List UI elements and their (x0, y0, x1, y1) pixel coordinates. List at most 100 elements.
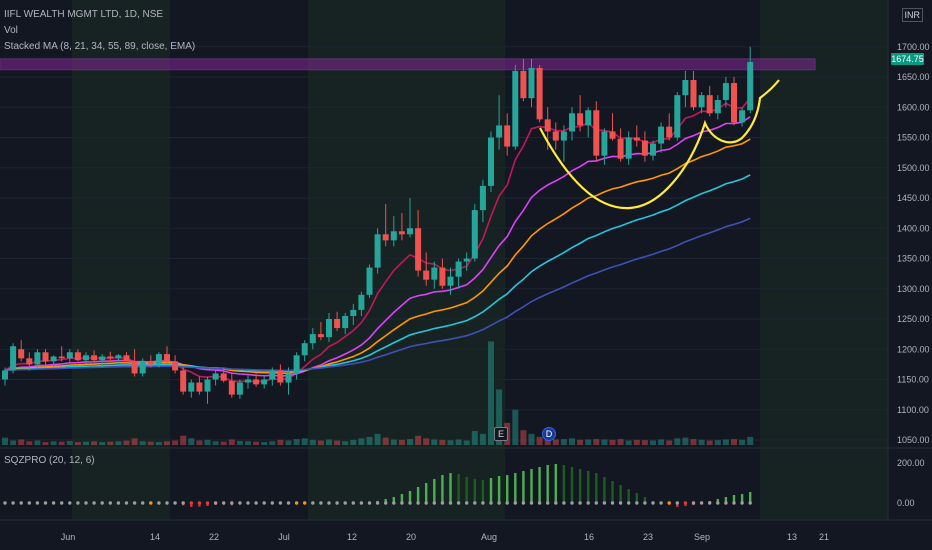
candle-body (301, 343, 308, 356)
resistance-zone (0, 58, 816, 71)
chart-background (72, 0, 888, 520)
symbol-legend[interactable]: IIFL WEALTH MGMT LTD, 1D, NSE (4, 9, 163, 20)
candle-body (512, 70, 519, 147)
volume-bar (431, 439, 438, 445)
momentum-bar (384, 499, 387, 503)
candlesticks[interactable] (2, 46, 754, 404)
candle-body (309, 334, 316, 344)
candle-body (139, 361, 146, 374)
squeeze-dot (740, 501, 744, 505)
ma-legend[interactable]: Stacked MA (8, 21, 34, 55, 89, close, EM… (4, 41, 195, 52)
squeeze-dot (448, 501, 453, 505)
volume-bar (115, 441, 122, 445)
squeeze-dot (43, 501, 48, 505)
squeeze-dot (51, 501, 56, 505)
currency-badge[interactable]: INR (901, 8, 923, 22)
volume-bar (66, 440, 73, 445)
squeeze-dot (432, 501, 436, 505)
volume-bar (382, 437, 389, 445)
candle-body (552, 131, 559, 141)
candle-body (204, 379, 211, 392)
volume-bar (172, 440, 179, 445)
squeeze-dot (424, 501, 428, 505)
candle-body (698, 95, 705, 108)
momentum-bar (441, 475, 444, 503)
candle-body (91, 355, 98, 361)
squeeze-dot (562, 501, 566, 505)
volume-bar (374, 433, 381, 445)
volume-legend[interactable]: Vol (4, 25, 18, 36)
price-tick-label: 1450.00 (897, 193, 930, 203)
volume-bar (204, 439, 211, 445)
volume-bar (277, 439, 284, 445)
volume-bar (536, 436, 543, 445)
volume-bar (107, 441, 114, 445)
volume-bar (220, 441, 227, 445)
volume-bar (544, 438, 551, 445)
momentum-bar (457, 474, 460, 503)
squeeze-dot (181, 501, 185, 505)
candle-body (633, 137, 640, 141)
candle-body (261, 379, 268, 385)
candle-body (334, 319, 341, 329)
momentum-bar (546, 465, 549, 503)
volume-bar (34, 440, 41, 445)
candle-body (66, 352, 73, 359)
candle-body (50, 356, 57, 362)
earnings-event-icon[interactable]: E (494, 427, 508, 441)
volume-bar (293, 439, 300, 445)
candle-body (625, 137, 632, 159)
squeeze-dot (76, 501, 80, 505)
candle-body (609, 131, 616, 139)
oscillator-legend[interactable]: SQZPRO (20, 12, 6) (4, 455, 95, 466)
candle-body (658, 126, 665, 144)
squeeze-dot (149, 501, 153, 505)
squeeze-dot (173, 501, 177, 505)
volume-bar (463, 440, 470, 445)
grid-lines (0, 46, 888, 441)
volume-bar (471, 430, 478, 445)
volume-bar (674, 438, 681, 445)
volume-bar (658, 439, 665, 445)
candle-body (463, 258, 470, 262)
squeeze-dot (537, 501, 542, 505)
momentum-bar (562, 465, 566, 503)
dividend-event-icon[interactable]: D (542, 427, 556, 441)
volume-bar (447, 440, 454, 445)
candle-body (18, 349, 25, 359)
volume-bar (415, 435, 422, 445)
candle-body (585, 110, 592, 126)
volume-bar (42, 442, 49, 445)
squeeze-dot (529, 501, 534, 505)
candle-body (504, 125, 511, 147)
candle-body (172, 361, 179, 371)
candle-body (147, 361, 154, 365)
squeeze-dot (473, 501, 477, 505)
volume-bar (528, 433, 535, 445)
candle-body (180, 370, 187, 392)
price-tick-label: 1700.00 (897, 42, 930, 52)
momentum-bar (489, 478, 493, 503)
candle-body (245, 379, 251, 383)
momentum-bar (433, 479, 436, 503)
squeeze-dot (270, 501, 274, 505)
squeeze-dot (699, 501, 704, 505)
squeeze-dot (157, 501, 161, 505)
squeeze-dot (124, 501, 129, 505)
squeeze-dot (408, 501, 412, 505)
squeeze-dot (116, 501, 121, 505)
volume-bar (317, 440, 324, 445)
volume-bar (58, 441, 65, 445)
volume-bar (147, 441, 154, 445)
candle-body (317, 334, 324, 338)
candle-body (220, 373, 227, 381)
cup-and-handle-drawing[interactable] (539, 79, 780, 210)
squeeze-dot (230, 501, 234, 505)
volume-bar (569, 438, 575, 445)
volume-bar (650, 440, 656, 445)
candle-body (269, 370, 276, 380)
price-tick-label: 1550.00 (897, 133, 930, 143)
momentum-bar (392, 497, 395, 503)
